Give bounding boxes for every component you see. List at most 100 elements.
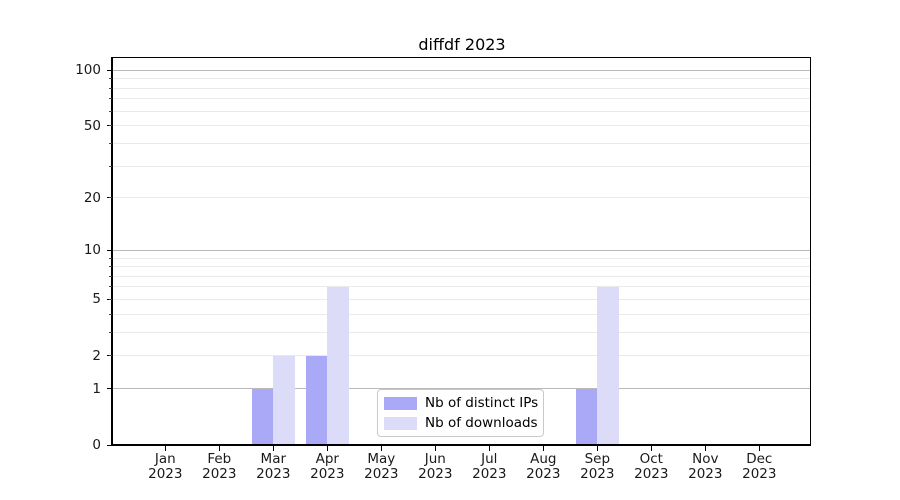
y-minor-tick-mark [109, 313, 112, 315]
y-tick-label: 0 [92, 437, 101, 453]
minor-gridline [113, 165, 811, 167]
x-tick-month: Mar [260, 451, 287, 467]
y-minor-tick-mark [109, 165, 112, 167]
decade-gridline [113, 69, 811, 71]
minor-gridline [113, 98, 811, 100]
y-tick-mark [107, 249, 112, 251]
y-minor-tick-mark [109, 98, 112, 100]
legend: Nb of distinct IPs Nb of downloads [377, 389, 544, 437]
x-tick-month: Aug [530, 451, 557, 467]
minor-gridline [113, 313, 811, 315]
x-tick-year: 2023 [634, 466, 669, 482]
minor-gridline [113, 110, 811, 112]
x-tick-month: Dec [746, 451, 773, 467]
minor-gridline [113, 298, 811, 300]
x-tick-label: Jan 2023 [137, 452, 193, 482]
x-tick-year: 2023 [472, 466, 507, 482]
x-tick-year: 2023 [310, 466, 345, 482]
minor-gridline [113, 275, 811, 277]
y-tick-label: 5 [92, 291, 101, 308]
x-tick-mark [704, 446, 706, 451]
x-tick-year: 2023 [742, 466, 777, 482]
minor-gridline [113, 87, 811, 89]
y-minor-tick-mark [109, 78, 112, 80]
minor-gridline [113, 286, 811, 288]
minor-gridline [113, 355, 811, 357]
x-tick-mark [542, 446, 544, 451]
legend-label: Nb of distinct IPs [425, 395, 539, 411]
x-tick-year: 2023 [148, 466, 183, 482]
y-minor-tick-mark [109, 197, 112, 199]
x-tick-mark [380, 446, 382, 451]
x-tick-month: Jan [154, 451, 176, 467]
x-tick-mark [164, 446, 166, 451]
y-minor-tick-mark [109, 87, 112, 89]
x-tick-year: 2023 [526, 466, 561, 482]
x-tick-month: Nov [692, 451, 719, 467]
minor-gridline [113, 197, 811, 199]
bar-distinct-ips [251, 388, 274, 445]
x-tick-month: Jul [481, 451, 498, 467]
x-tick-year: 2023 [418, 466, 453, 482]
x-tick-mark [596, 446, 598, 451]
x-tick-month: Oct [639, 451, 663, 467]
x-tick-mark [218, 446, 220, 451]
legend-label: Nb of downloads [425, 415, 538, 431]
minor-gridline [113, 266, 811, 268]
y-minor-tick-mark [109, 257, 112, 259]
y-minor-tick-mark [109, 275, 112, 277]
x-tick-year: 2023 [202, 466, 237, 482]
x-tick-mark [272, 446, 274, 451]
legend-item: Nb of distinct IPs [384, 393, 539, 413]
y-minor-tick-mark [109, 286, 112, 288]
x-tick-month: Feb [207, 451, 232, 467]
x-tick-month: Sep [584, 451, 611, 467]
x-tick-label: Dec 2023 [731, 452, 787, 482]
y-minor-tick-mark [109, 125, 112, 127]
bar-distinct-ips [575, 388, 598, 445]
bar-downloads [273, 355, 295, 445]
y-minor-tick-mark [109, 110, 112, 112]
legend-swatch [384, 416, 417, 430]
legend-item: Nb of downloads [384, 413, 538, 433]
x-tick-year: 2023 [364, 466, 399, 482]
y-tick-label: 1 [92, 380, 101, 397]
decade-gridline [113, 249, 811, 251]
bar-downloads [597, 286, 619, 445]
y-tick-label: 10 [83, 242, 101, 259]
x-tick-label: May 2023 [353, 452, 409, 482]
x-tick-label: Feb 2023 [191, 452, 247, 482]
x-tick-month: Apr [315, 451, 339, 467]
y-minor-tick-mark [109, 266, 112, 268]
x-tick-label: Mar 2023 [245, 452, 301, 482]
minor-gridline [113, 142, 811, 144]
x-tick-label: Jun 2023 [407, 452, 463, 482]
y-tick-label: 50 [83, 117, 101, 134]
x-tick-label: Oct 2023 [623, 452, 679, 482]
minor-gridline [113, 125, 811, 127]
y-minor-tick-mark [109, 331, 112, 333]
y-tick-mark [107, 444, 112, 446]
y-tick-mark [107, 69, 112, 71]
y-tick-label: 20 [83, 189, 101, 206]
x-tick-label: Aug 2023 [515, 452, 571, 482]
y-tick-label: 2 [92, 347, 101, 364]
minor-gridline [113, 331, 811, 333]
y-tick-label: 100 [75, 62, 101, 79]
x-tick-mark [326, 446, 328, 451]
x-tick-year: 2023 [688, 466, 723, 482]
legend-swatch [384, 396, 417, 410]
x-tick-label: Nov 2023 [677, 452, 733, 482]
bar-distinct-ips [305, 355, 328, 445]
x-tick-label: Jul 2023 [461, 452, 517, 482]
x-tick-label: Sep 2023 [569, 452, 625, 482]
x-tick-month: Jun [424, 451, 446, 467]
y-tick-mark [107, 388, 112, 390]
x-tick-mark [758, 446, 760, 451]
x-tick-mark [434, 446, 436, 451]
decade-gridline [113, 388, 811, 390]
y-minor-tick-mark [109, 142, 112, 144]
x-tick-label: Apr 2023 [299, 452, 355, 482]
chart-title: diffdf 2023 [418, 35, 506, 54]
